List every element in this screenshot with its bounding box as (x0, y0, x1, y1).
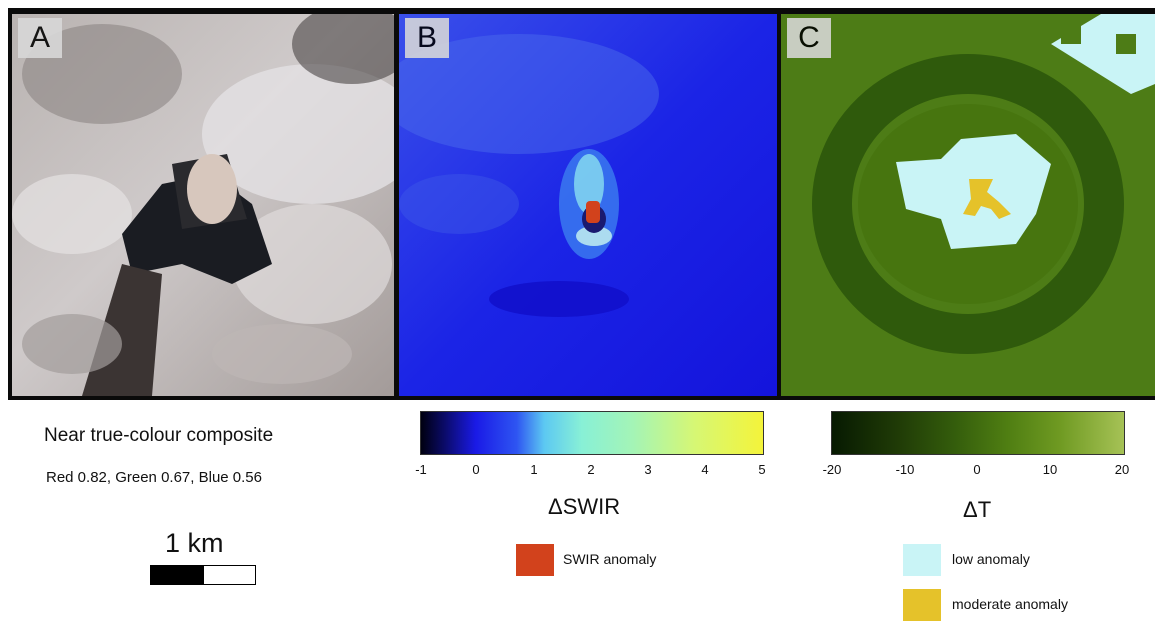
temperature-image (781, 14, 1155, 396)
swir-tick: 3 (644, 462, 652, 477)
temperature-colorbar (831, 411, 1125, 455)
temperature-panel: C (781, 14, 1155, 396)
true-colour-panel: A (12, 14, 394, 396)
moderate-anomaly-legend: moderate anomaly (952, 596, 1068, 612)
swir-tick: 5 (758, 462, 766, 477)
composite-bands: Red 0.82, Green 0.67, Blue 0.56 (46, 469, 262, 486)
image-frame: A B (8, 8, 1155, 400)
swir-tick: 2 (587, 462, 595, 477)
temperature-tick: -10 (895, 462, 915, 477)
swir-anomaly-marker (586, 201, 600, 223)
swir-anomaly-legend: SWIR anomaly (563, 551, 657, 567)
temperature-tick: 20 (1114, 462, 1130, 477)
composite-title: Near true-colour composite (44, 425, 274, 446)
scale-bar-label: 1 km (165, 528, 224, 558)
swir-colorbar (420, 411, 764, 455)
panel-letter-c: C (787, 18, 831, 58)
low-anomaly-swatch (903, 544, 941, 576)
panel-letter-a: A (18, 18, 62, 58)
scale-bar (150, 565, 256, 585)
true-colour-image (12, 14, 394, 396)
swir-tick: 0 (472, 462, 480, 477)
temperature-axis-label: ΔT (963, 497, 992, 522)
swir-tick: 4 (701, 462, 709, 477)
temperature-tick: 0 (973, 462, 981, 477)
swir-tick: 1 (530, 462, 538, 477)
swir-tick: -1 (415, 462, 427, 477)
panel-letter-b: B (405, 18, 449, 58)
swir-axis-label: ΔSWIR (548, 494, 621, 519)
temperature-tick: 10 (1042, 462, 1058, 477)
temperature-tick: -20 (822, 462, 842, 477)
moderate-anomaly-swatch (903, 589, 941, 621)
low-anomaly-legend: low anomaly (952, 551, 1030, 567)
swir-anomaly-swatch (516, 544, 554, 576)
swir-panel: B (399, 14, 777, 396)
scale-bar-black-segment (151, 566, 204, 584)
